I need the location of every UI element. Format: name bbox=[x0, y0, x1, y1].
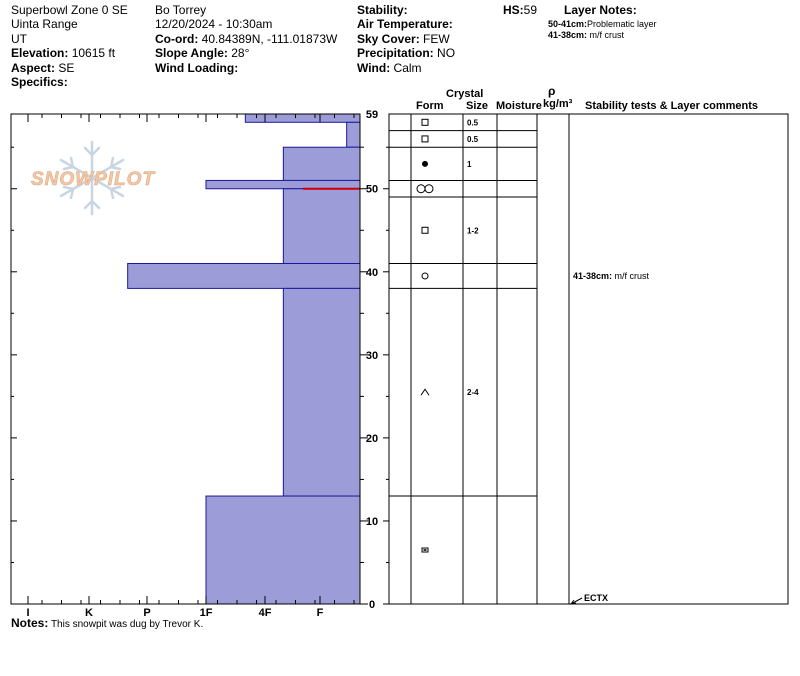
precipitation: Precipitation: NO bbox=[357, 46, 456, 60]
snowflake-icon bbox=[59, 140, 125, 216]
melt-form-icon bbox=[416, 184, 426, 194]
hardness-bar-5 bbox=[127, 262, 361, 289]
date-time: 12/20/2024 - 10:30am bbox=[155, 17, 273, 31]
faceted-grain-icon bbox=[421, 118, 429, 126]
layer-note-2: 41-38cm: m/f crust bbox=[548, 30, 625, 40]
slope-angle: Slope Angle: 28° bbox=[155, 46, 250, 60]
elevation: Elevation: 10615 ft bbox=[11, 46, 116, 60]
stability-test-label-0: ECTX bbox=[584, 593, 608, 603]
location: Superbowl Zone 0 SE bbox=[11, 3, 128, 17]
sky-cover: Sky Cover: FEW bbox=[357, 32, 450, 46]
height-label-1: 10 bbox=[366, 516, 378, 528]
form-header: Form bbox=[416, 100, 444, 112]
mixed-form-icon bbox=[423, 549, 427, 551]
hardness-label-5: F bbox=[317, 607, 324, 619]
size-header: Size bbox=[466, 100, 489, 112]
aspect: Aspect: SE bbox=[11, 61, 75, 75]
hardness-label-0: I bbox=[26, 607, 29, 619]
coordinates: Co-ord: 40.84389N, -111.01873W bbox=[155, 32, 338, 46]
logo-text: SNOWPILOT bbox=[31, 169, 155, 190]
stability-header: Stability tests & Layer comments bbox=[585, 100, 759, 112]
height-label-3: 30 bbox=[366, 350, 378, 362]
grain-table-frame bbox=[388, 113, 789, 605]
hardness-label-3: 1F bbox=[200, 607, 213, 619]
hardness-bar-4 bbox=[282, 188, 361, 264]
wind-loading: Wind Loading: bbox=[155, 61, 239, 75]
height-label-5: 50 bbox=[366, 184, 378, 196]
grain-size-label: 0.5 bbox=[467, 135, 479, 144]
layer-comment-0: 41-38cm: m/f crust bbox=[573, 271, 650, 281]
snowpilot-logo: SNOWPILOT bbox=[31, 140, 155, 216]
melt-crust-icon bbox=[421, 272, 429, 280]
height-label-6: 59 bbox=[366, 109, 378, 121]
height-label-0: 0 bbox=[369, 599, 375, 611]
depth-hoar-icon bbox=[420, 388, 430, 396]
melt-form-icon bbox=[424, 184, 434, 194]
hardness-bar-1 bbox=[346, 121, 361, 148]
hardness-bar-7 bbox=[205, 495, 361, 605]
wind: Wind: Calm bbox=[357, 61, 422, 75]
hardness-label-2: P bbox=[143, 607, 150, 619]
hardness-bar-0 bbox=[244, 113, 361, 123]
state: UT bbox=[11, 32, 27, 46]
hardness-frame bbox=[10, 113, 361, 605]
height-label-4: 40 bbox=[366, 267, 378, 279]
stability: Stability: bbox=[357, 3, 408, 17]
hardness-label-4: 4F bbox=[259, 607, 272, 619]
specifics: Specifics: bbox=[11, 75, 68, 89]
notes: Notes: This snowpit was dug by Trevor K. bbox=[11, 616, 204, 630]
air-temperature: Air Temperature: bbox=[357, 17, 453, 31]
height-label-2: 20 bbox=[366, 433, 378, 445]
stability-test-pointer bbox=[570, 597, 583, 605]
hardness-label-1: K bbox=[85, 607, 93, 619]
mixed-form-icon bbox=[421, 547, 429, 553]
density-unit: kg/m³ bbox=[543, 98, 573, 110]
observer: Bo Torrey bbox=[155, 3, 207, 17]
density-symbol: ρ bbox=[548, 84, 556, 98]
crystal-header: Crystal bbox=[446, 88, 484, 100]
faceted-grain-icon bbox=[421, 226, 429, 234]
hardness-bar-6 bbox=[282, 287, 361, 497]
arrow-head-icon bbox=[569, 599, 577, 605]
grain-size-label: 2-4 bbox=[467, 388, 479, 397]
grain-size-label: 0.5 bbox=[467, 118, 479, 127]
faceted-grain-icon bbox=[421, 135, 429, 143]
rounded-grain-icon bbox=[422, 160, 428, 167]
grain-size-label: 1 bbox=[467, 160, 472, 169]
mountain-range: Uinta Range bbox=[11, 17, 78, 31]
grain-size-label: 1-2 bbox=[467, 226, 479, 235]
snow-height: HS:59 bbox=[503, 3, 538, 17]
layer-notes-title: Layer Notes: bbox=[564, 3, 637, 17]
moisture-header: Moisture bbox=[496, 100, 542, 112]
layer-note-1: 50-41cm:Problematic layer bbox=[548, 19, 657, 29]
hardness-bar-3 bbox=[205, 179, 361, 190]
hardness-bar-2 bbox=[282, 146, 361, 181]
